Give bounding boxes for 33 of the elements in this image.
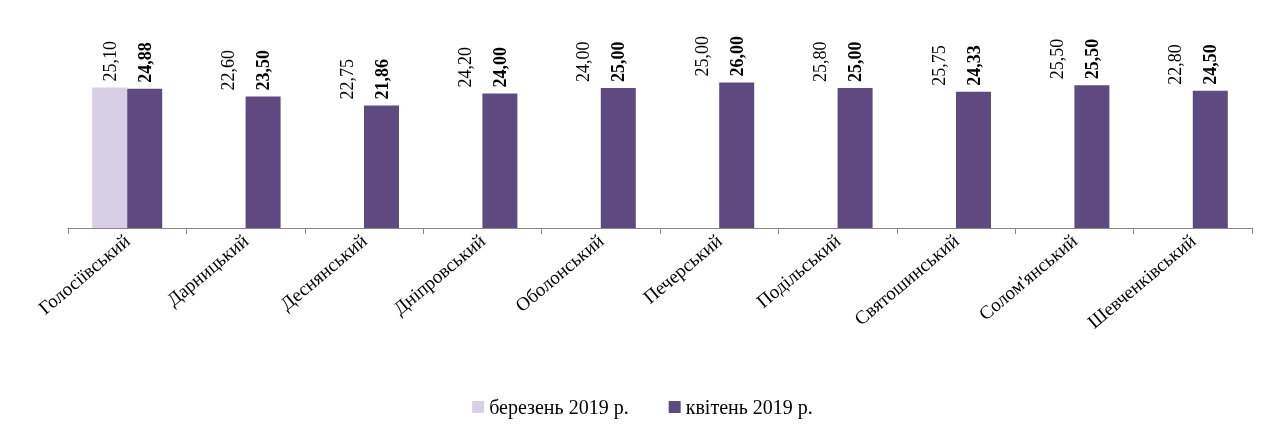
legend-label: квітень 2019 р. <box>685 396 813 419</box>
text: 22,80 <box>1165 44 1186 85</box>
text: 24,00 <box>573 41 594 82</box>
bar <box>92 87 128 228</box>
data-label: 23,50 <box>253 49 274 91</box>
bar <box>719 82 755 228</box>
data-label: 25,00 <box>608 41 629 82</box>
text: 22,75 <box>336 59 357 100</box>
bar <box>956 91 991 228</box>
text: 22,60 <box>218 49 239 91</box>
data-label: 25,00 <box>845 41 866 82</box>
bar <box>600 88 636 228</box>
bar <box>1074 85 1110 228</box>
data-label: 24,33 <box>963 45 984 86</box>
data-label: 26,00 <box>726 35 747 77</box>
text: 25,75 <box>928 45 949 86</box>
legend-label: березень 2019 р. <box>489 396 629 419</box>
bar <box>1192 90 1228 228</box>
bar <box>127 88 163 228</box>
bar <box>364 105 399 228</box>
data-label: 24,50 <box>1200 44 1221 85</box>
text: 24,20 <box>454 47 475 88</box>
data-label: 25,10 <box>99 40 120 82</box>
data-label: 24,88 <box>134 42 155 83</box>
text: 25,00 <box>691 35 712 77</box>
text: 25,80 <box>810 41 831 82</box>
data-label: 21,86 <box>371 59 392 100</box>
bar <box>245 96 281 228</box>
data-label: 25,50 <box>1081 38 1102 80</box>
data-label: 24,00 <box>489 47 510 88</box>
bar <box>837 88 873 228</box>
text: 25,50 <box>1046 38 1067 80</box>
bar <box>482 93 518 228</box>
